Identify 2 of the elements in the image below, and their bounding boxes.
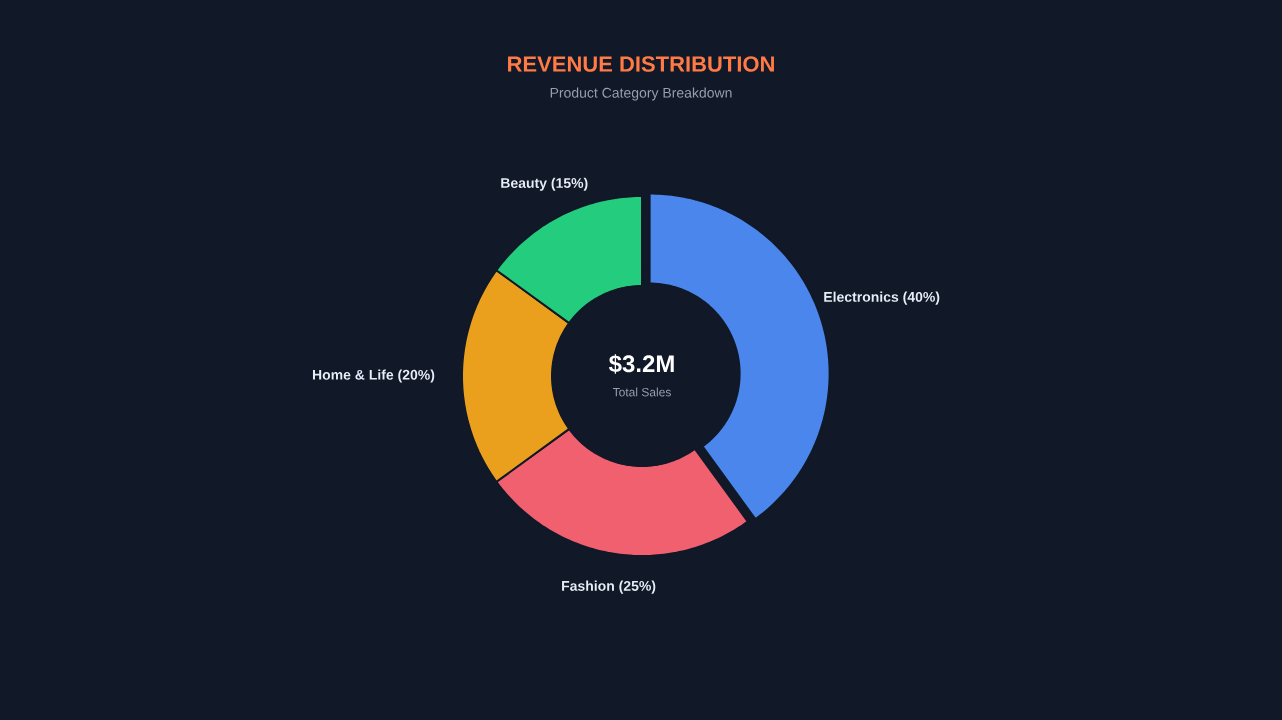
chart-title: REVENUE DISTRIBUTION (508, 56, 774, 72)
text: $3.2M (608, 354, 674, 374)
